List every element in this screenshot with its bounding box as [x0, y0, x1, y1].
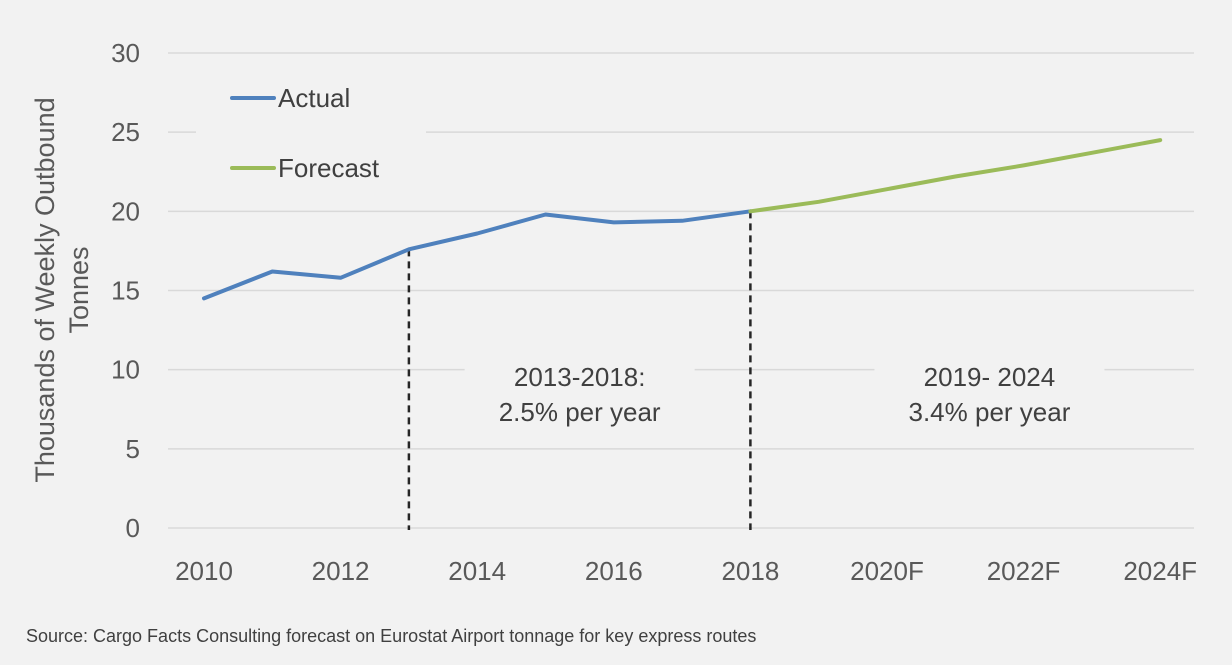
y-axis-ticks: 0 5 10 15 20 25 30 — [111, 38, 140, 543]
annotation-text: 3.4% per year — [909, 397, 1071, 427]
y-axis-label-line: Thousands of Weekly Outbound — [30, 97, 60, 482]
x-tick-label: 2016 — [585, 556, 643, 586]
annotation-text: 2013-2018: — [514, 362, 646, 392]
y-tick-label: 0 — [126, 513, 140, 543]
series-line-actual — [202, 209, 753, 301]
x-tick-label: 2020F — [850, 556, 924, 586]
legend-label: Forecast — [278, 153, 380, 183]
x-axis-ticks: 2010 2012 2014 2016 2018 2020F 2022F 2024F — [175, 556, 1197, 586]
x-tick-label: 2024F — [1123, 556, 1197, 586]
y-axis-label-line: Tonnes — [64, 246, 94, 333]
y-tick-label: 30 — [111, 38, 140, 68]
series-lines — [202, 138, 1163, 301]
annotation-text: 2019- 2024 — [924, 362, 1056, 392]
y-tick-label: 15 — [111, 276, 140, 306]
annotation-text: 2.5% per year — [499, 397, 661, 427]
series-line-forecast — [748, 138, 1163, 214]
legend-label: Actual — [278, 83, 350, 113]
x-tick-label: 2022F — [987, 556, 1061, 586]
legend-background — [196, 62, 426, 202]
annotation-background — [464, 358, 695, 442]
x-tick-label: 2010 — [175, 556, 233, 586]
y-tick-label: 20 — [111, 196, 140, 226]
x-tick-label: 2014 — [448, 556, 506, 586]
annotation-background — [874, 358, 1105, 442]
x-tick-label: 2018 — [721, 556, 779, 586]
y-tick-label: 5 — [126, 434, 140, 464]
y-tick-label: 10 — [111, 355, 140, 385]
y-axis-label: Thousands of Weekly Outbound Tonnes — [30, 97, 94, 482]
annotations: 2013-2018: 2.5% per year 2019- 2024 3.4% pe… — [464, 358, 1105, 442]
source-note: Source: Cargo Facts Consulting forecast … — [26, 626, 757, 646]
y-tick-label: 25 — [111, 117, 140, 147]
legend: Actual Forecast — [196, 62, 426, 202]
period-markers — [407, 211, 752, 530]
x-tick-label: 2012 — [312, 556, 370, 586]
